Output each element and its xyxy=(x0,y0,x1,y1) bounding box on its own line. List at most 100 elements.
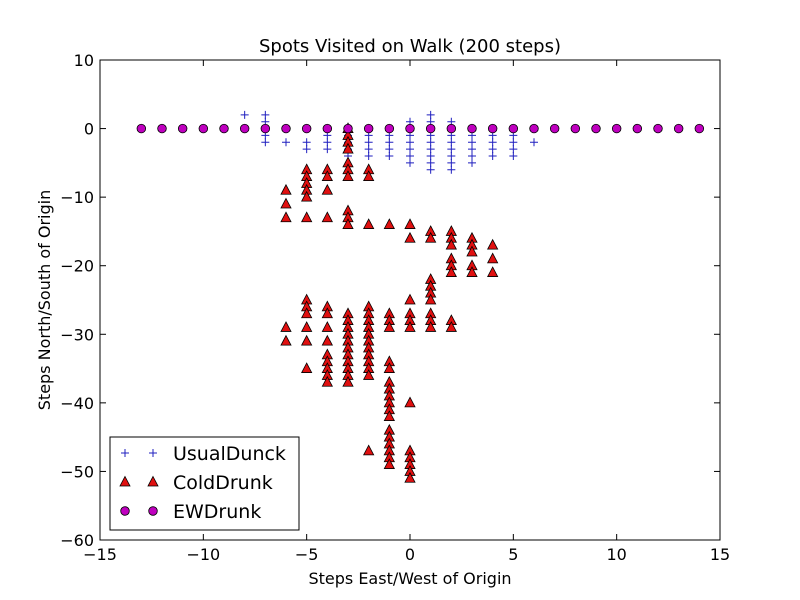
data-point xyxy=(383,362,395,373)
data-point xyxy=(280,197,292,209)
data-point xyxy=(385,138,394,147)
data-point xyxy=(426,158,435,167)
series-ewdrunk xyxy=(136,123,705,134)
legend-label-ewdrunk: EWDrunk xyxy=(173,501,261,523)
legend-marker-colddrunk xyxy=(119,475,131,487)
data-point xyxy=(321,183,333,195)
legend-label-colddrunk: ColdDrunk xyxy=(173,472,273,494)
y-tick-label: 0 xyxy=(84,120,94,139)
data-point xyxy=(425,231,437,243)
data-point xyxy=(384,123,395,134)
data-point xyxy=(280,321,292,332)
data-point xyxy=(282,138,290,147)
data-marks xyxy=(136,110,705,483)
x-tick-label: −10 xyxy=(186,545,220,564)
data-point xyxy=(487,123,498,134)
data-point xyxy=(177,123,188,134)
data-point xyxy=(487,266,499,277)
data-point xyxy=(445,238,457,250)
legend-marker-colddrunk xyxy=(147,475,159,487)
data-point xyxy=(321,334,333,346)
data-point xyxy=(404,293,416,305)
data-point xyxy=(406,158,414,167)
data-point xyxy=(281,123,291,134)
data-point xyxy=(426,138,435,147)
data-point xyxy=(302,138,311,147)
data-point xyxy=(198,123,209,134)
legend-marker-ewdrunk xyxy=(148,506,158,516)
data-point xyxy=(466,266,478,277)
data-point xyxy=(323,145,332,154)
data-point xyxy=(364,145,373,154)
data-point xyxy=(301,307,313,319)
data-point xyxy=(425,321,437,332)
data-point xyxy=(321,375,333,387)
data-point xyxy=(694,123,705,134)
data-point xyxy=(343,123,353,134)
data-point xyxy=(136,123,147,134)
data-point xyxy=(404,471,416,483)
data-point xyxy=(447,158,456,167)
data-point xyxy=(467,123,477,134)
legend: UsualDunck ColdDrunk EWDrunk xyxy=(109,436,300,531)
data-point xyxy=(385,145,394,154)
data-point xyxy=(426,165,435,174)
data-point xyxy=(240,110,249,119)
data-point xyxy=(488,145,497,154)
data-point xyxy=(570,123,581,134)
data-point xyxy=(487,238,499,250)
legend-marker-ewdrunk xyxy=(120,506,130,516)
data-point xyxy=(301,362,313,373)
data-point xyxy=(383,458,395,469)
data-point xyxy=(445,321,457,332)
y-tick-label: −10 xyxy=(60,188,94,207)
data-point xyxy=(280,211,292,223)
data-point xyxy=(301,321,313,332)
y-axis-label: Steps North/South of Origin xyxy=(35,190,54,410)
data-point xyxy=(404,321,416,332)
data-point xyxy=(549,123,560,134)
data-point xyxy=(468,145,476,154)
data-point xyxy=(404,396,416,408)
data-point xyxy=(406,152,414,160)
data-point xyxy=(261,138,270,147)
data-point xyxy=(363,369,375,380)
data-point xyxy=(239,123,250,134)
data-point xyxy=(509,138,518,147)
data-point xyxy=(363,218,375,229)
data-point xyxy=(445,266,457,277)
data-point xyxy=(447,145,456,154)
data-point xyxy=(488,138,497,147)
data-point xyxy=(301,190,313,202)
x-axis-label: Steps East/West of Origin xyxy=(308,569,511,588)
data-point xyxy=(322,123,333,134)
data-point xyxy=(425,123,436,134)
data-point xyxy=(508,123,519,134)
data-point xyxy=(406,145,414,154)
data-point xyxy=(323,138,332,147)
data-point xyxy=(363,444,375,456)
data-point xyxy=(405,123,415,134)
legend-box xyxy=(109,436,300,531)
x-tick-label: 0 xyxy=(405,545,415,564)
x-tick-label: −5 xyxy=(295,545,319,564)
data-point xyxy=(280,183,292,195)
data-point xyxy=(301,211,313,223)
data-point xyxy=(363,170,375,181)
data-point xyxy=(383,410,395,421)
chart-title: Spots Visited on Walk (200 steps) xyxy=(259,36,561,57)
data-point xyxy=(321,170,333,181)
data-point xyxy=(426,152,435,160)
data-point xyxy=(406,138,414,147)
data-point xyxy=(342,218,354,229)
y-tick-label: −30 xyxy=(60,325,94,344)
x-tick-label: 5 xyxy=(508,545,518,564)
data-point xyxy=(673,123,684,134)
y-tick-label: 10 xyxy=(74,51,94,70)
x-tick-label: 15 xyxy=(710,545,730,564)
data-point xyxy=(425,293,437,305)
y-tick-label: −40 xyxy=(60,394,94,413)
data-point xyxy=(530,138,538,147)
